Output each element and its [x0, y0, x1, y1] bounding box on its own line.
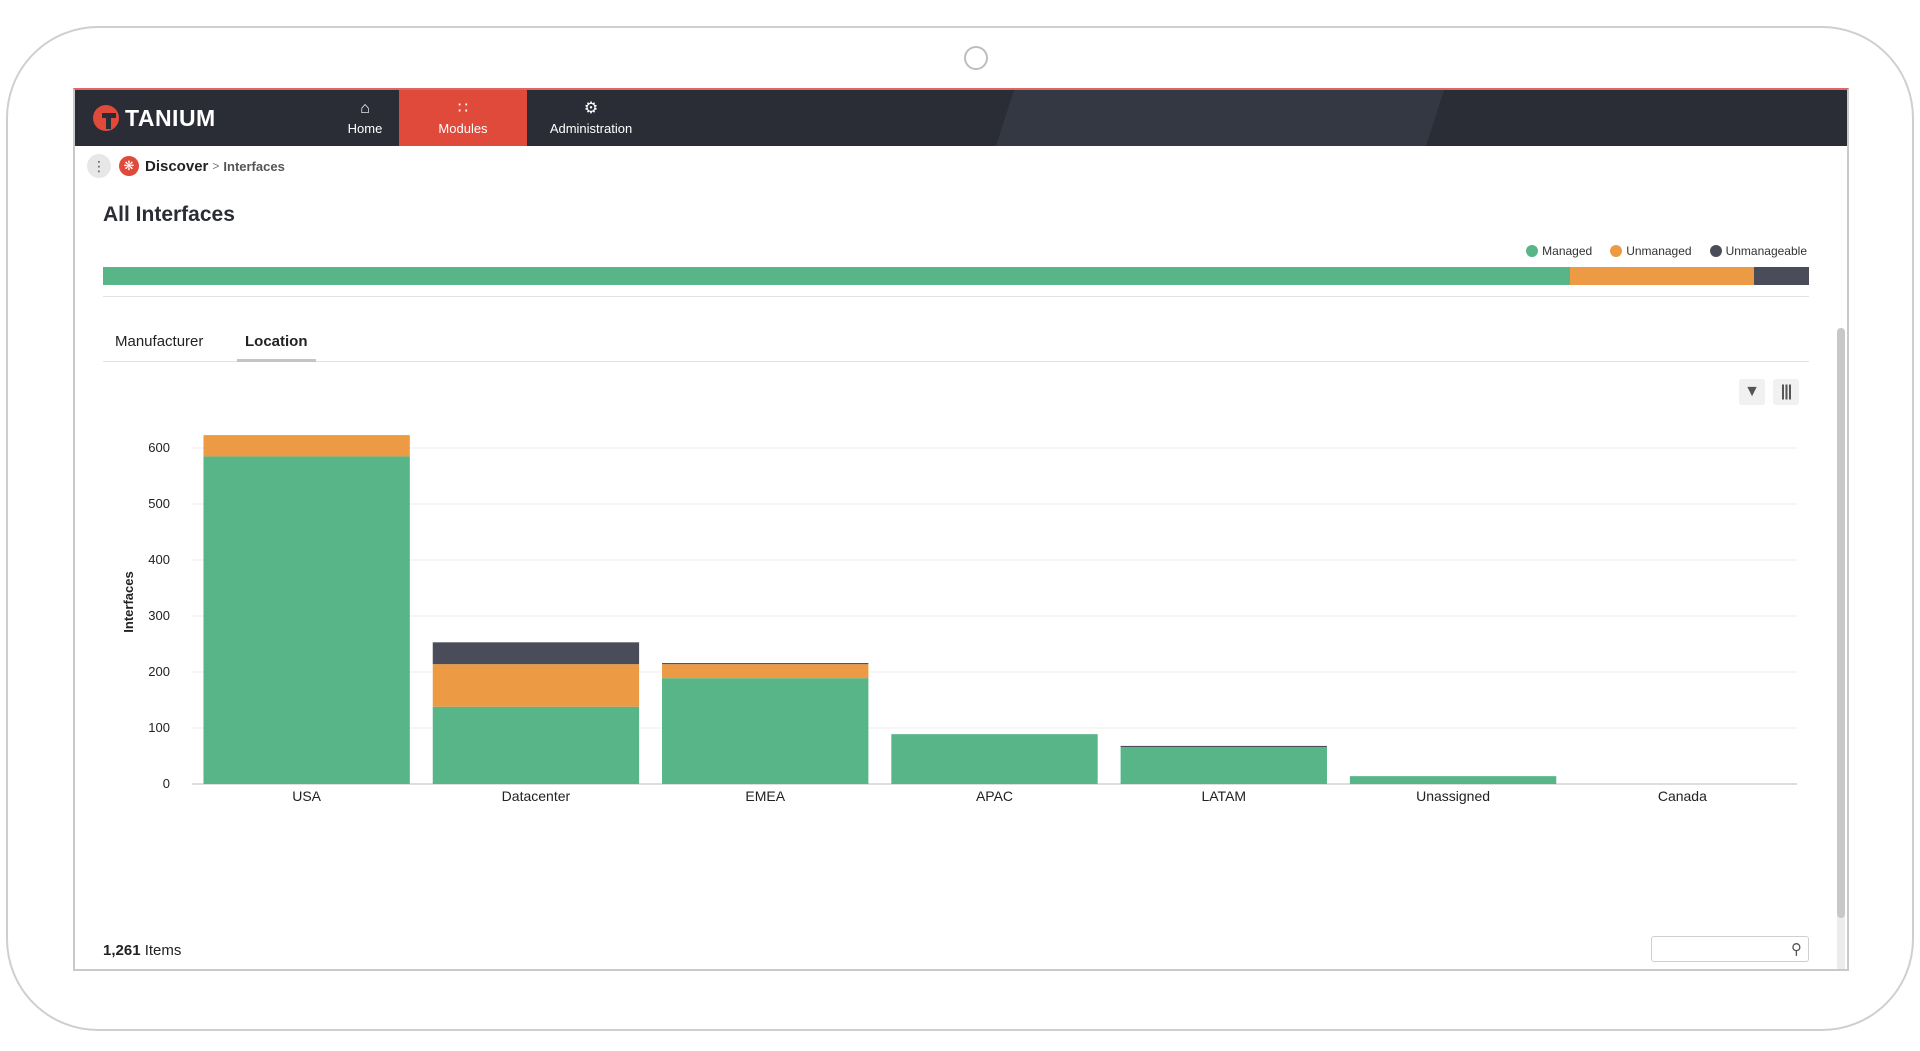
- bar-unmanaged: [203, 435, 410, 457]
- brand-logo[interactable]: TANIUM: [93, 102, 216, 134]
- bar-managed: [1349, 776, 1557, 784]
- search-input[interactable]: [1656, 938, 1776, 960]
- brand-name: TANIUM: [125, 104, 216, 131]
- search-box[interactable]: ⚲: [1651, 936, 1809, 962]
- nav-modules[interactable]: ∷ Modules: [399, 90, 527, 146]
- legend-managed: Managed: [1526, 244, 1592, 258]
- nav-home[interactable]: ⌂ Home: [325, 90, 405, 146]
- y-tick-label: 500: [148, 496, 170, 511]
- y-tick-label: 0: [163, 776, 170, 791]
- bar-managed: [203, 456, 410, 784]
- camera-icon: [964, 46, 988, 70]
- bar-unmanageable: [432, 642, 640, 665]
- tanium-logo-icon: [93, 105, 119, 131]
- filter-icon[interactable]: ▼: [1739, 379, 1765, 405]
- legend-unmanaged: Unmanaged: [1610, 244, 1692, 258]
- breadcrumb-current: Interfaces: [223, 158, 285, 174]
- breadcrumb-module[interactable]: Discover: [145, 157, 209, 175]
- bar-managed: [891, 734, 1098, 784]
- bar-unmanaged: [432, 664, 640, 707]
- nav-administration[interactable]: ⚙ Administration: [527, 90, 655, 146]
- y-tick-label: 300: [148, 608, 170, 623]
- nav-decoration: [995, 90, 1445, 146]
- top-nav: TANIUM ⌂ Home ∷ Modules ⚙ Administration: [75, 90, 1847, 146]
- legend-managed-swatch: [1526, 245, 1539, 257]
- legend-unmanageable-swatch: [1709, 245, 1722, 257]
- home-icon: ⌂: [360, 99, 370, 117]
- bar-unmanaged: [662, 664, 869, 679]
- legend-unmanageable-label: Unmanageable: [1725, 244, 1807, 258]
- scrollbar[interactable]: [1837, 328, 1845, 969]
- legend-managed-label: Managed: [1542, 244, 1593, 258]
- items-count-value: 1,261: [103, 942, 141, 959]
- status-bar-managed[interactable]: [103, 267, 1571, 285]
- app-screen: TANIUM ⌂ Home ∷ Modules ⚙ Administration…: [73, 88, 1849, 971]
- tab-location[interactable]: Location: [237, 326, 316, 362]
- y-tick-label: 400: [148, 552, 170, 567]
- columns-icon[interactable]: |||: [1773, 379, 1799, 405]
- bar-managed: [662, 678, 869, 784]
- status-bar-unmanageable[interactable]: [1754, 267, 1809, 285]
- x-tick-label: Canada: [1658, 788, 1707, 804]
- breadcrumb-separator: >: [212, 159, 220, 173]
- x-tick-label: LATAM: [1201, 788, 1246, 804]
- breadcrumb: ⋮ ❋ Discover > Interfaces: [75, 146, 1847, 186]
- status-legend: Managed Unmanaged Unmanageable: [1526, 244, 1807, 258]
- bar-managed: [1120, 747, 1327, 784]
- y-tick-label: 200: [148, 664, 170, 679]
- nav-admin-label: Administration: [549, 120, 633, 136]
- x-tick-label: EMEA: [745, 788, 785, 804]
- more-menu-icon[interactable]: ⋮: [87, 154, 111, 178]
- x-tick-label: Datacenter: [502, 788, 571, 804]
- scrollbar-thumb[interactable]: [1837, 328, 1845, 918]
- y-tick-label: 600: [148, 440, 170, 455]
- gears-icon: ⚙: [583, 99, 599, 117]
- x-tick-label: Unassigned: [1416, 788, 1490, 804]
- items-count-label: Items: [144, 942, 182, 959]
- legend-unmanageable: Unmanageable: [1709, 244, 1807, 258]
- bar-unmanageable: [1120, 745, 1327, 748]
- location-bar-chart: 0 100 200 300 400 500 600 Interfaces USA Datacent…: [121, 435, 1797, 804]
- discover-module-icon: ❋: [119, 156, 139, 176]
- nav-modules-label: Modules: [438, 120, 488, 136]
- legend-unmanaged-label: Unmanaged: [1626, 244, 1692, 258]
- y-tick-label: 100: [148, 720, 170, 735]
- status-bar-unmanaged[interactable]: [1570, 267, 1755, 285]
- bar-unmanageable: [662, 663, 869, 665]
- tab-bar: Manufacturer Location: [103, 326, 1809, 362]
- bar-managed: [432, 706, 640, 784]
- page-title: All Interfaces: [103, 203, 235, 226]
- search-icon[interactable]: ⚲: [1791, 941, 1802, 958]
- divider: [103, 296, 1809, 297]
- legend-unmanaged-swatch: [1610, 245, 1623, 257]
- x-tick-label: USA: [292, 788, 321, 804]
- tab-manufacturer[interactable]: Manufacturer: [115, 333, 204, 350]
- x-tick-label: APAC: [976, 788, 1013, 804]
- grid-icon: ∷: [457, 99, 469, 117]
- items-count: 1,261 Items: [103, 942, 181, 959]
- y-axis-label: Interfaces: [121, 571, 136, 632]
- nav-home-label: Home: [347, 120, 383, 136]
- status-summary-bar[interactable]: [103, 267, 1809, 285]
